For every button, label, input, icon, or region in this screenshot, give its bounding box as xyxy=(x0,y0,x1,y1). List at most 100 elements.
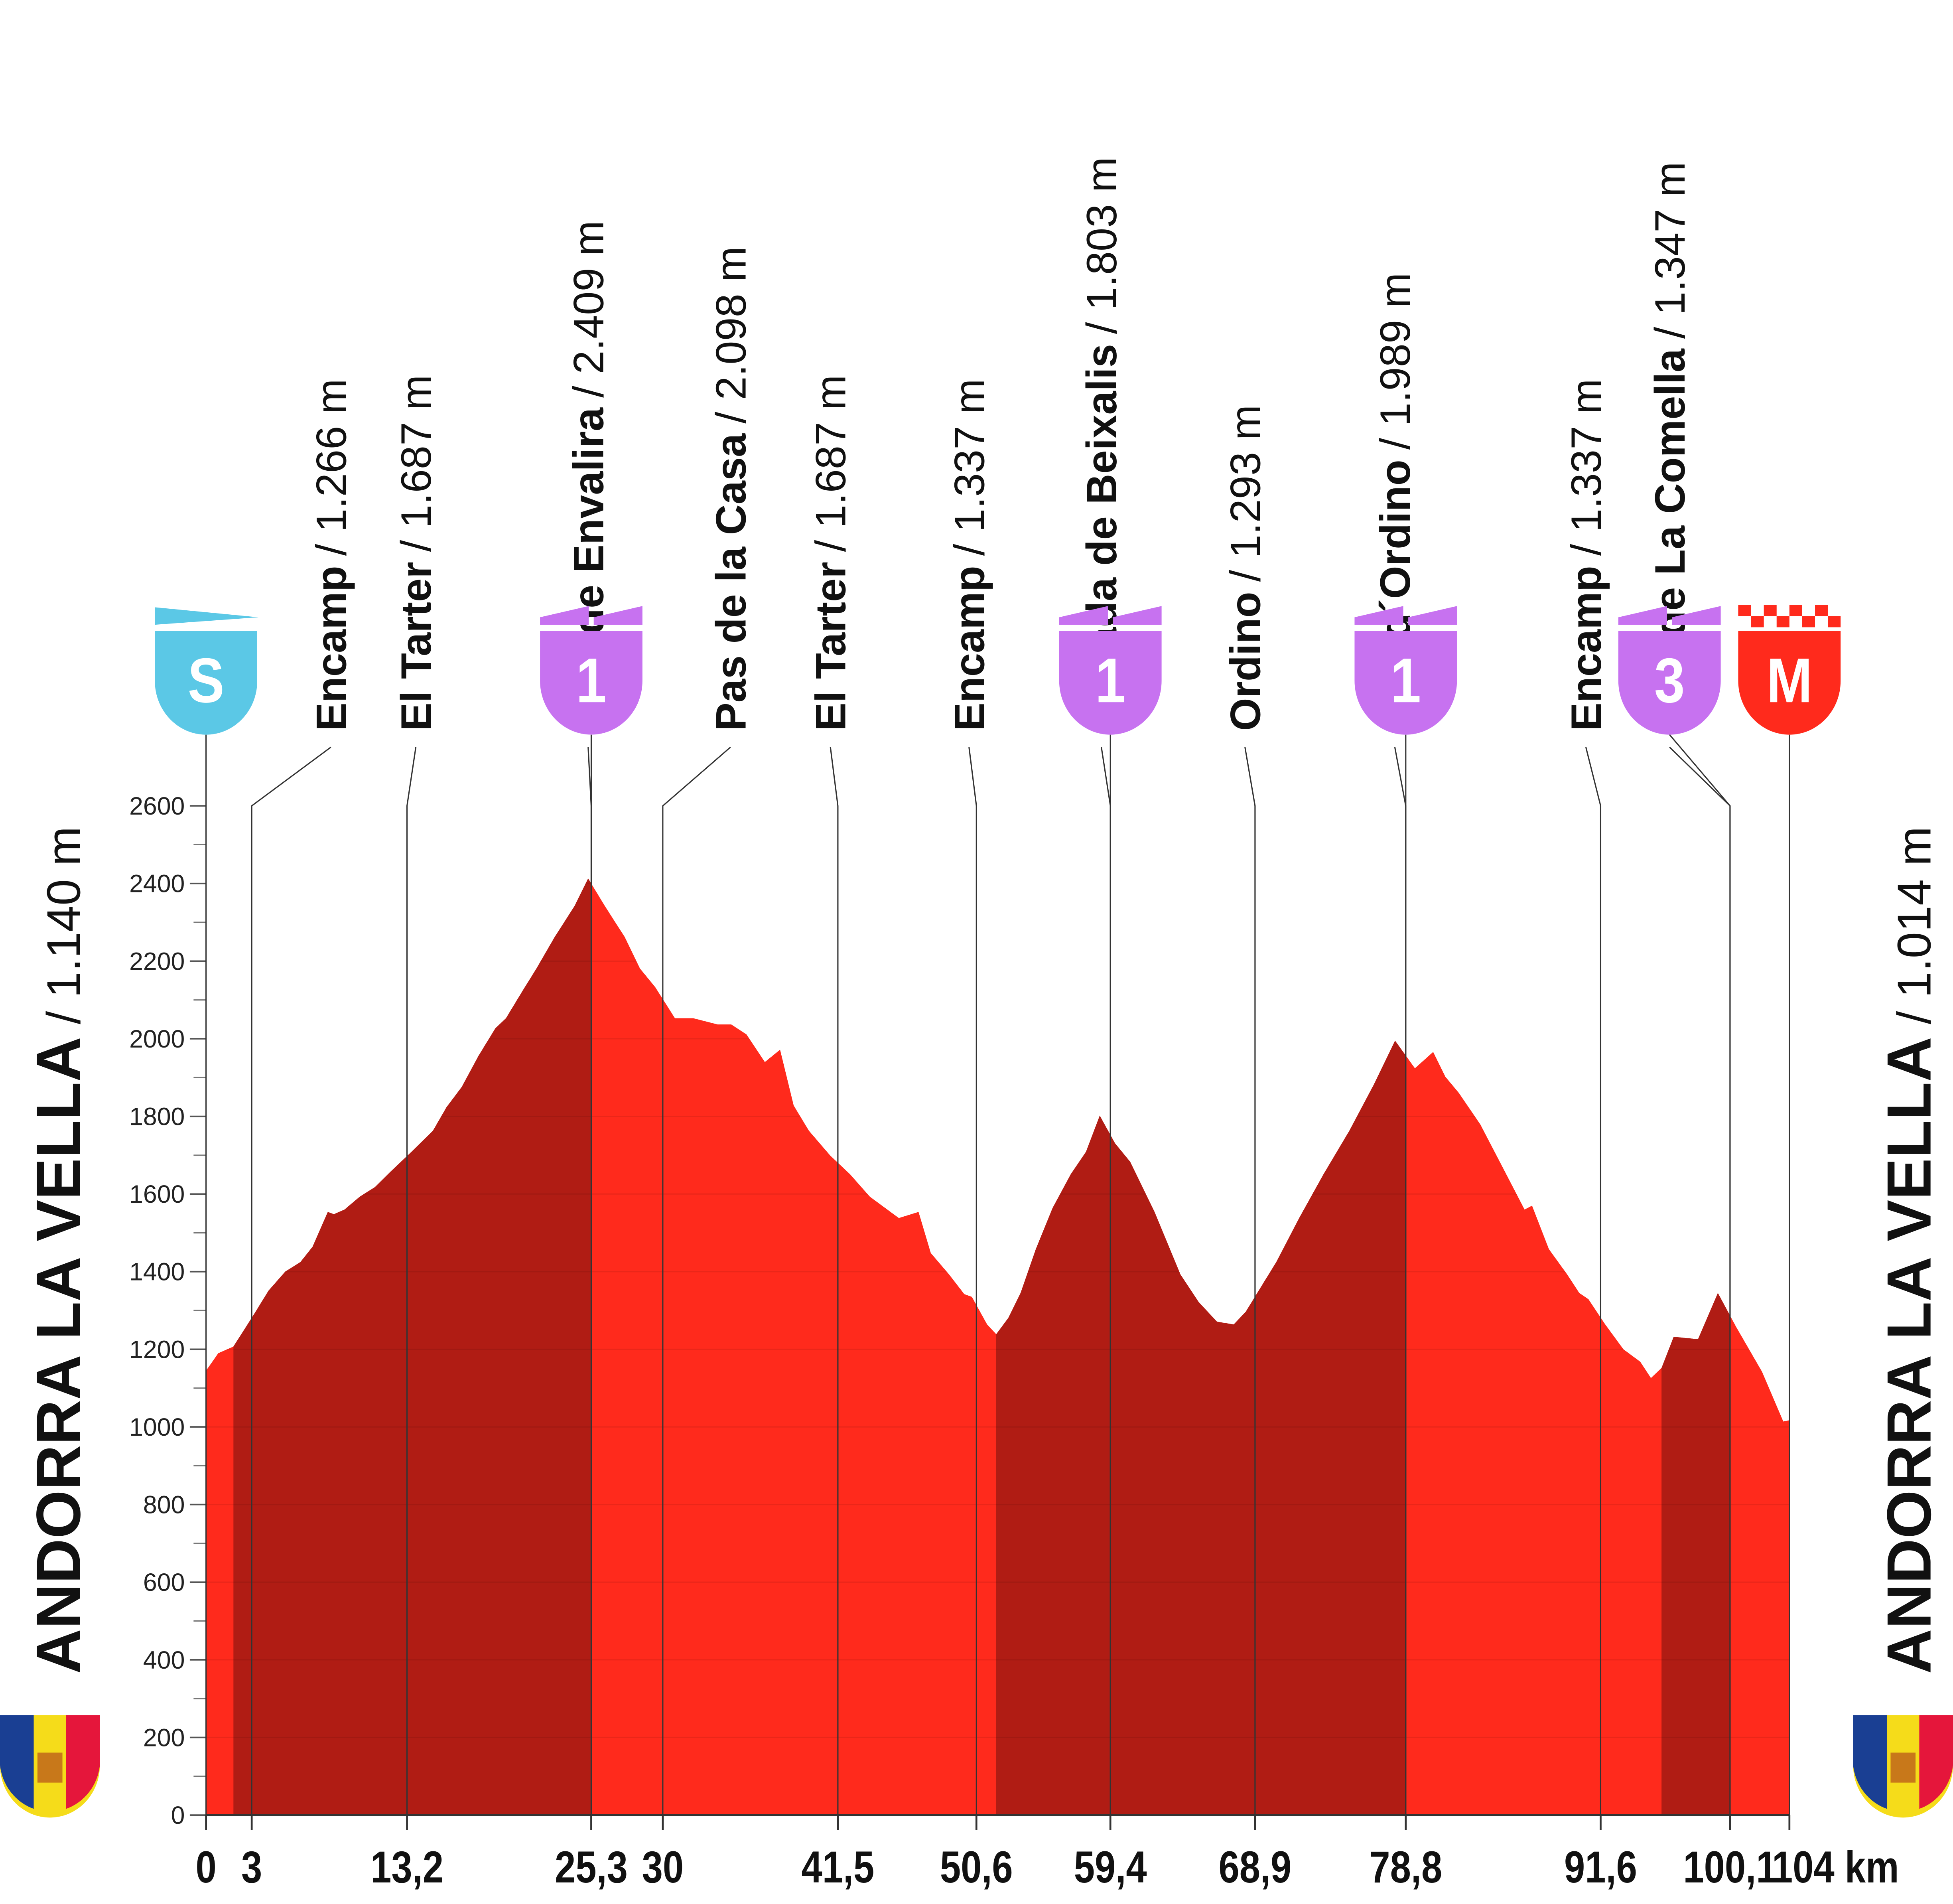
landmark-line xyxy=(968,747,977,1815)
badge-label: S xyxy=(188,645,225,716)
badge-check xyxy=(1789,605,1802,616)
badge-body xyxy=(155,631,258,735)
y-tick-label: 1400 xyxy=(129,1258,185,1286)
landmark-name: Ordino xyxy=(1222,592,1269,731)
y-tick-label: 1000 xyxy=(129,1413,185,1441)
landmark-alt: / 1.293 m xyxy=(1222,405,1269,582)
y-tick-label: 200 xyxy=(143,1724,185,1752)
flag-left xyxy=(0,1715,100,1818)
badge-flag xyxy=(1618,606,1721,625)
landmark-alt: / 1.989 m xyxy=(1372,273,1419,450)
landmark-label: El Tarter / 1.687 m xyxy=(807,375,855,731)
badge-check xyxy=(1802,616,1815,627)
landmark-alt: / 1.687 m xyxy=(807,375,855,552)
badge-check xyxy=(1764,605,1777,616)
badge: 1 xyxy=(1354,606,1457,735)
finish-alt: / 1.014 m xyxy=(1888,827,1941,1024)
landmark-line xyxy=(1585,747,1602,1815)
badge: 3 xyxy=(1618,606,1721,735)
y-tick-label: 1800 xyxy=(129,1103,185,1131)
landmark-alt: / 1.347 m xyxy=(1646,162,1694,339)
x-tick-label: 78,8 xyxy=(1369,1842,1442,1892)
landmark-label: Ordino / 1.293 m xyxy=(1222,405,1269,731)
x-tick-label: 30 xyxy=(642,1842,684,1892)
x-tick-label: 0 xyxy=(196,1842,217,1892)
badge-body xyxy=(540,631,642,735)
landmark-alt: / 1.266 m xyxy=(307,379,355,556)
badge-body xyxy=(1738,631,1841,735)
finish-name: ANDORRA LA VELLA xyxy=(1874,1037,1944,1674)
landmark-alt: / 1.803 m xyxy=(1078,157,1125,334)
y-tick-label: 2600 xyxy=(129,792,185,820)
landmark-line xyxy=(662,746,731,1815)
landmark-name: El Tarter xyxy=(807,562,855,731)
x-tick-label: 41,5 xyxy=(801,1842,874,1892)
badge-flag xyxy=(540,606,642,625)
badge-label: 3 xyxy=(1654,645,1685,716)
landmark-line xyxy=(406,747,417,1815)
badge: M xyxy=(1738,605,1841,735)
badge-check xyxy=(1815,605,1828,616)
y-tick-label: 2400 xyxy=(129,870,185,898)
badge-flag xyxy=(1059,606,1162,625)
x-tick-label: 68,9 xyxy=(1218,1842,1291,1892)
y-tick-label: 800 xyxy=(143,1491,185,1519)
landmark-line xyxy=(830,747,839,1815)
badge-check xyxy=(1751,616,1764,627)
flag-right xyxy=(1853,1715,1953,1818)
badge-label: 1 xyxy=(576,645,607,716)
badge-line xyxy=(1669,734,1731,1815)
badge: S xyxy=(155,607,259,735)
badge-body xyxy=(1059,631,1162,735)
y-tick-label: 400 xyxy=(143,1646,185,1674)
badge-flag xyxy=(1354,606,1457,625)
x-tick-label: 25,3 xyxy=(555,1842,628,1892)
x-tick-label: 59,4 xyxy=(1074,1842,1147,1892)
landmark-name: El Tarter xyxy=(392,562,440,731)
y-tick-label: 600 xyxy=(143,1569,185,1596)
start-alt: / 1.140 m xyxy=(37,827,90,1024)
x-tick-label: 3 xyxy=(241,1842,262,1892)
landmark-name: Encamp xyxy=(1563,566,1610,731)
climb-band xyxy=(1661,878,1730,1815)
y-tick-label: 1200 xyxy=(129,1336,185,1363)
landmark-alt: / 1.687 m xyxy=(392,375,440,552)
landmark-label: El Tarter / 1.687 m xyxy=(392,375,440,731)
badge-check xyxy=(1828,616,1841,627)
landmark-alt: / 2.098 m xyxy=(707,247,755,424)
landmark-label: Encamp / 1.337 m xyxy=(946,379,993,731)
start-name: ANDORRA LA VELLA xyxy=(24,1037,93,1674)
landmark-alt: / 2.409 m xyxy=(565,221,612,398)
badge-label: 1 xyxy=(1391,645,1421,716)
badge-body xyxy=(1354,631,1457,735)
y-tick-label: 2000 xyxy=(129,1025,185,1053)
landmark-name: Encamp xyxy=(946,566,993,731)
landmark-name: Pas de la Casa xyxy=(707,433,755,731)
badge-check xyxy=(1776,616,1789,627)
y-tick-label: 2200 xyxy=(129,947,185,975)
x-tick-label: 100,1 xyxy=(1683,1842,1777,1892)
x-tick-label: 13,2 xyxy=(370,1842,443,1892)
badge-check xyxy=(1738,605,1751,616)
finish-label: ANDORRA LA VELLA / 1.014 m xyxy=(1874,827,1944,1674)
flags xyxy=(0,1715,1953,1818)
y-tick-label: 1600 xyxy=(129,1180,185,1208)
start-label: ANDORRA LA VELLA / 1.140 m xyxy=(24,827,93,1674)
badge-body xyxy=(1618,631,1721,735)
landmark-line xyxy=(251,746,331,1815)
landmark-line xyxy=(1244,747,1256,1815)
badge-label: M xyxy=(1766,645,1812,716)
badge-flag xyxy=(155,607,259,625)
badge: 1 xyxy=(1059,606,1162,735)
landmark-label: Encamp / 1.337 m xyxy=(1563,379,1610,731)
climb-band xyxy=(996,878,1406,1815)
x-tick-label: 104 km xyxy=(1772,1842,1899,1892)
x-tick-label: 91,6 xyxy=(1564,1842,1637,1892)
x-tick-label: 50,6 xyxy=(940,1842,1013,1892)
landmark-alt: / 1.337 m xyxy=(1563,379,1610,556)
badge-label: 1 xyxy=(1095,645,1126,716)
climb-band xyxy=(233,878,591,1815)
landmark-alt: / 1.337 m xyxy=(946,379,993,556)
